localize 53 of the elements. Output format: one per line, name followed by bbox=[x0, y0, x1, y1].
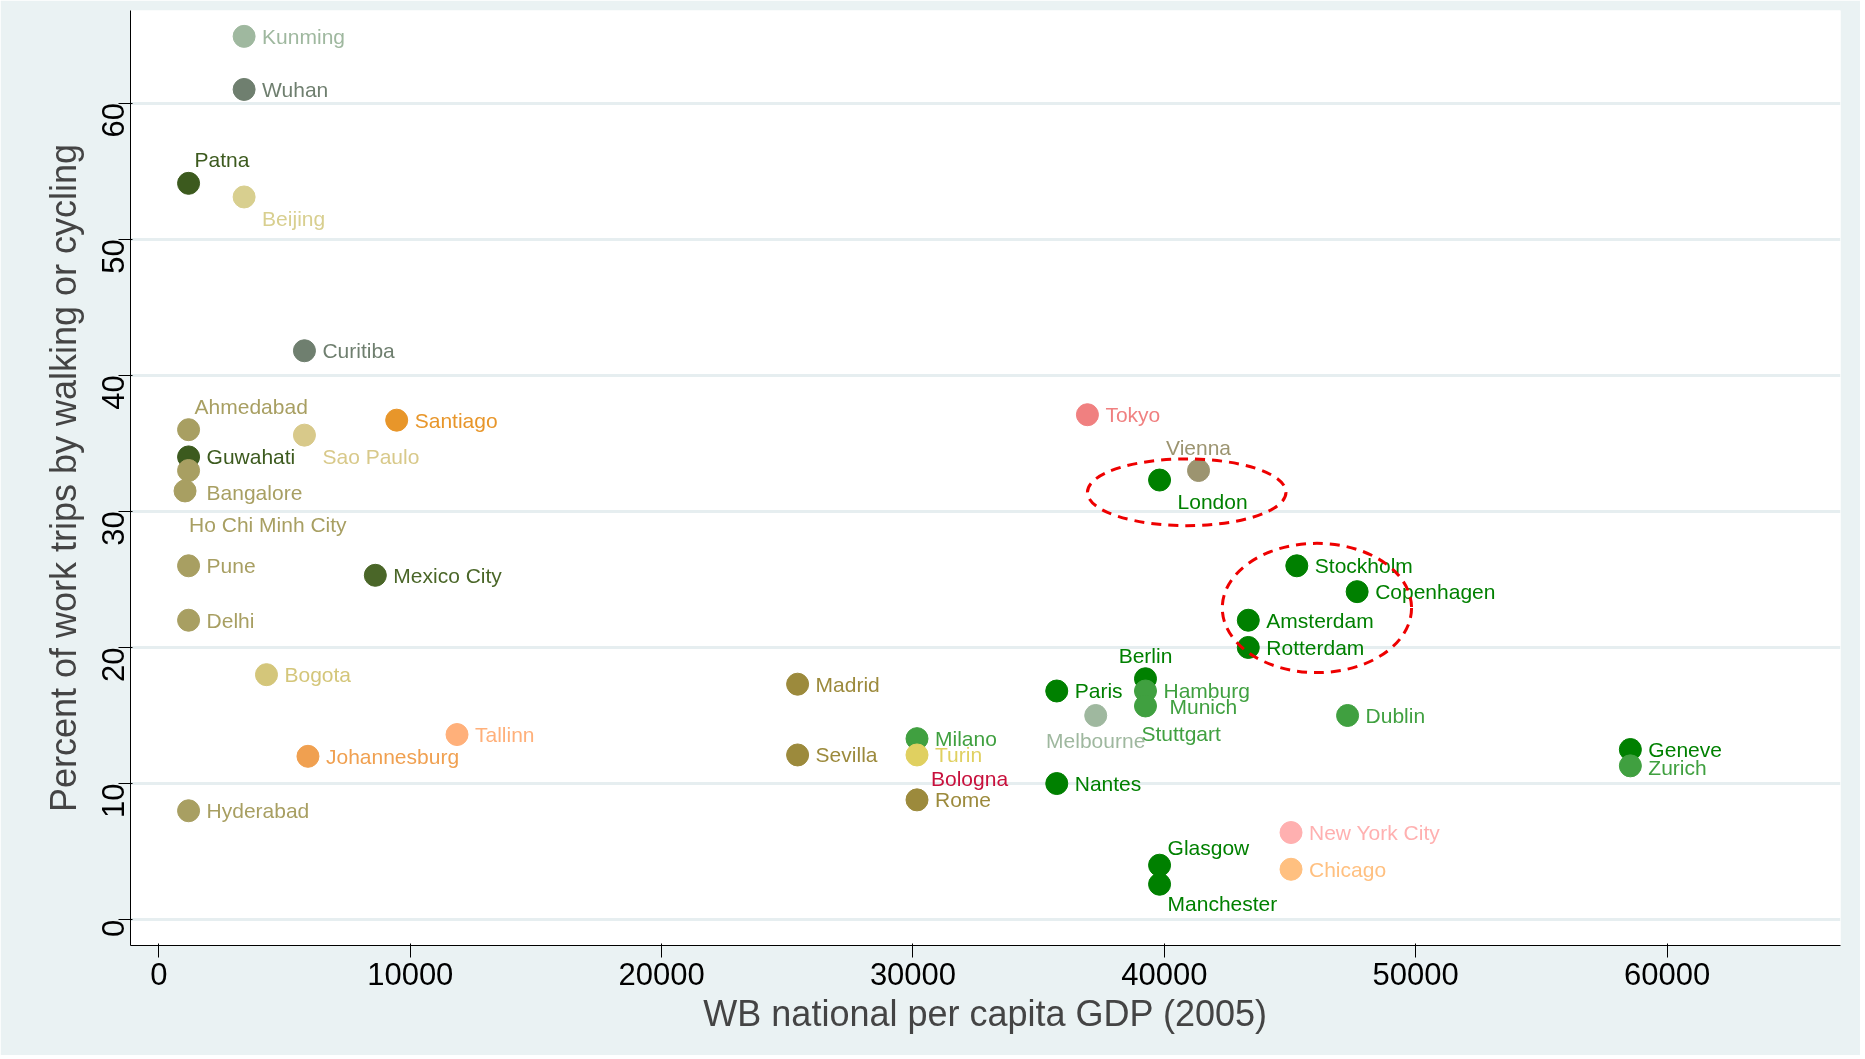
series-label: Ahmedabad bbox=[194, 394, 308, 418]
y-tick-label: 60 bbox=[96, 103, 132, 138]
x-tick-label: 30000 bbox=[869, 956, 957, 992]
series-label: Nantes bbox=[1074, 772, 1142, 796]
x-tick-label: 40000 bbox=[1121, 956, 1208, 992]
series-label: Copenhagen bbox=[1375, 580, 1496, 604]
series-label: Wuhan bbox=[262, 77, 329, 101]
series-label: Zurich bbox=[1648, 756, 1707, 780]
x-axis-title: WB national per capita GDP (2005) bbox=[703, 992, 1267, 1034]
series-label: Tallinn bbox=[475, 723, 535, 747]
series-label: Glasgow bbox=[1167, 836, 1251, 860]
series-label: Pune bbox=[206, 554, 256, 578]
series-label: Ho Chi Minh City bbox=[189, 512, 348, 536]
series-label: Sao Paulo bbox=[322, 445, 420, 469]
y-tick-label: 40 bbox=[96, 375, 132, 410]
y-tick-label: 0 bbox=[96, 919, 132, 937]
series-label: Hyderabad bbox=[206, 799, 310, 823]
series-label: Bogota bbox=[284, 663, 352, 687]
series-label: Mexico City bbox=[393, 563, 503, 587]
x-tick-label: 50000 bbox=[1372, 956, 1459, 992]
series-label: Bangalore bbox=[206, 480, 303, 504]
y-axis-title: Percent of work trips by walking or cycling bbox=[42, 143, 84, 813]
x-tick-label: 0 bbox=[150, 956, 168, 992]
series-label: Beijing bbox=[262, 206, 326, 230]
series-label: Vienna bbox=[1166, 435, 1232, 459]
series-label: Kunming bbox=[262, 24, 346, 48]
series-label: Stockholm bbox=[1314, 554, 1413, 578]
series-label: Rotterdam bbox=[1266, 635, 1365, 659]
series-label: Sevilla bbox=[815, 743, 878, 767]
series-label: Berlin bbox=[1118, 643, 1173, 667]
series-label: Dublin bbox=[1365, 703, 1426, 727]
x-tick-label: 10000 bbox=[367, 956, 454, 992]
series-label: Santiago bbox=[414, 408, 498, 432]
y-tick-label: 50 bbox=[96, 239, 132, 274]
series-label: Guwahati bbox=[206, 445, 296, 469]
y-tick-label: 10 bbox=[96, 783, 132, 819]
x-tick-label: 60000 bbox=[1623, 956, 1711, 992]
y-tick-label: 20 bbox=[96, 647, 132, 682]
series-label: Amsterdam bbox=[1266, 608, 1374, 632]
series-label: Patna bbox=[194, 148, 250, 172]
series-label: Delhi bbox=[206, 608, 255, 632]
series-label: Paris bbox=[1074, 679, 1123, 703]
series-label: Johannesburg bbox=[325, 744, 460, 768]
series-label: Madrid bbox=[815, 672, 880, 696]
y-tick-label: 30 bbox=[96, 511, 132, 546]
series-label: Chicago bbox=[1309, 857, 1387, 881]
series-label: Curitiba bbox=[322, 339, 396, 363]
x-tick-label: 20000 bbox=[618, 956, 705, 992]
legend-label: Bologna bbox=[931, 766, 1009, 790]
series-label: Tokyo bbox=[1105, 403, 1161, 427]
series-label: London bbox=[1177, 490, 1248, 514]
series-label: New York City bbox=[1309, 821, 1441, 845]
series-label: Manchester bbox=[1167, 892, 1278, 916]
